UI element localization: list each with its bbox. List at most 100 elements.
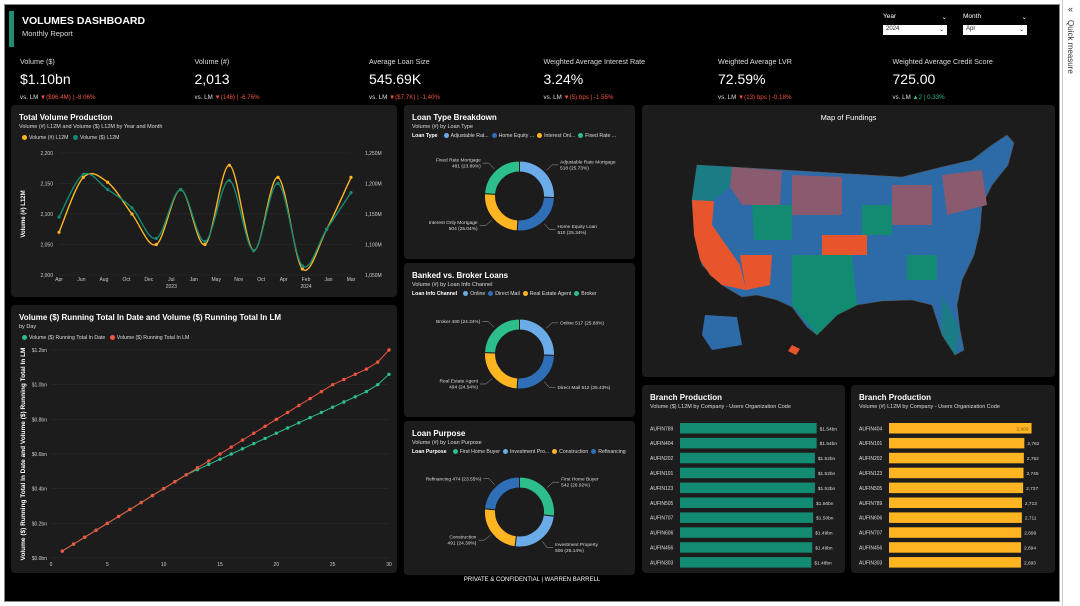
legend-item[interactable]: Volume ($) Running Total In Date bbox=[29, 335, 106, 341]
legend-swatch bbox=[463, 291, 469, 296]
kpi-delta: ▼($7.7K) | -1.40% bbox=[388, 94, 441, 101]
month-filter[interactable]: Month ⌄ Apr ⌄ bbox=[963, 13, 1027, 35]
legend-swatch bbox=[591, 449, 597, 454]
y-tick-label: $0.6bn bbox=[32, 452, 48, 458]
kpi-delta: ▼(5) bps | -1.55% bbox=[563, 94, 614, 101]
bar-value-label: 2,745 bbox=[1027, 471, 1039, 477]
data-point bbox=[173, 480, 177, 484]
label-leader bbox=[546, 164, 559, 171]
kpi-vs-label: vs. LM bbox=[543, 94, 562, 101]
legend-item[interactable]: Investment Pro... bbox=[509, 449, 550, 455]
collapse-arrows-icon[interactable]: « bbox=[1068, 4, 1074, 14]
bar-value-label: $1.48bn bbox=[814, 560, 832, 566]
x-tick-label: 10 bbox=[161, 562, 167, 568]
bar bbox=[889, 482, 1024, 494]
legend-swatch bbox=[443, 133, 449, 138]
legend-item[interactable]: Adjustable Rat... bbox=[450, 133, 489, 139]
bar-value-label: 2,737 bbox=[1026, 486, 1038, 492]
year-select[interactable]: 2024 ⌄ bbox=[883, 25, 947, 35]
label-leader bbox=[482, 321, 495, 328]
banked-broker-panel: Banked vs. Broker Loans Volume (#) by Lo… bbox=[404, 263, 635, 417]
donut-slice bbox=[514, 514, 555, 548]
branch-dollar-panel: Branch Production Volume ($) L12M by Com… bbox=[642, 385, 845, 573]
month-select[interactable]: Apr ⌄ bbox=[963, 25, 1027, 35]
legend-item[interactable]: Home Equity ... bbox=[498, 133, 535, 139]
running-total-chart: $0.0bn $0.2bn $0.4bn $0.6bn $0.8bn $1.0bn $1.2… bbox=[20, 348, 392, 568]
bar bbox=[680, 452, 815, 464]
legend-item[interactable]: Volume (#) L12M bbox=[29, 135, 69, 141]
legend-title: Loan Purpose bbox=[412, 449, 447, 455]
kpi-value: 725.00 bbox=[892, 71, 936, 87]
legend-item[interactable]: Online bbox=[470, 291, 486, 297]
loan-purpose-donut: First Home Buyer 542 (26.92%) Investment P… bbox=[426, 476, 599, 554]
bar bbox=[680, 557, 812, 568]
bar-value-label: $1.54bn bbox=[820, 426, 838, 432]
series-line bbox=[58, 164, 352, 272]
slice-label: Construction 491 (24.39%) bbox=[448, 535, 477, 547]
data-point bbox=[330, 405, 335, 409]
slice-label: Home Equity Loan 510 (25.34%) bbox=[557, 224, 597, 236]
quick-measure-pane[interactable]: « Quick measure bbox=[1062, 0, 1080, 606]
kpi-delta-row: vs. LM ▼($96.4M) | -8.06% bbox=[20, 94, 190, 101]
x-tick-label: Nov bbox=[234, 277, 243, 283]
x-tick-label: Jan bbox=[325, 277, 333, 283]
legend-item[interactable]: Broker bbox=[581, 291, 597, 297]
data-point bbox=[285, 426, 290, 430]
branch-dollar-chart: AUFIN789 $1.54bn AUFIN404 $1.54bn AUFIN202 $1… bbox=[650, 423, 838, 568]
data-point bbox=[94, 528, 98, 532]
label-leader bbox=[479, 220, 492, 226]
data-point bbox=[252, 441, 256, 446]
panel-title: Loan Purpose bbox=[412, 429, 466, 438]
panel-subtitle: Volume (#) by Loan Type bbox=[412, 124, 474, 130]
x-tick-label: 30 bbox=[386, 562, 392, 568]
data-point bbox=[184, 473, 188, 477]
legend-item[interactable]: First Home Buyer bbox=[459, 449, 500, 455]
data-point bbox=[240, 438, 245, 442]
slice-label: Interest Only Mortgage 504 (25.04%) bbox=[429, 220, 478, 232]
panel-title: Branch Production bbox=[650, 393, 723, 402]
data-point bbox=[387, 348, 391, 352]
chart-legend: Loan Purpose First Home Buyer Investment P… bbox=[412, 449, 626, 455]
legend-swatch bbox=[578, 133, 584, 138]
data-point bbox=[263, 424, 267, 428]
bar-value-label: $1.54bn bbox=[820, 441, 838, 447]
bar-category-label: AUFIN456 bbox=[859, 545, 883, 551]
panel-title: Volume ($) Running Total In Date and Vol… bbox=[19, 313, 282, 322]
bar bbox=[889, 437, 1025, 449]
legend-item[interactable]: Direct Mail bbox=[495, 291, 520, 297]
y-tick-label: $0.2bn bbox=[32, 521, 48, 527]
map-region-rockies bbox=[752, 205, 792, 240]
panel-subtitle: Volume ($) L12M by Company - Users Organ… bbox=[650, 404, 791, 410]
legend-item[interactable]: Real Estate Agent bbox=[529, 291, 572, 297]
bar-value-label: $1.52bn bbox=[818, 471, 836, 477]
bar bbox=[680, 527, 813, 538]
legend-item[interactable]: Fixed Rate ... bbox=[585, 133, 617, 139]
legend-item[interactable]: Construction bbox=[559, 449, 589, 455]
legend-item[interactable]: Volume ($) Running Total In LM bbox=[116, 335, 190, 341]
data-point bbox=[116, 514, 121, 519]
donut-slice bbox=[484, 318, 520, 354]
y-tick-label: $0.8bn bbox=[32, 417, 48, 423]
data-point bbox=[308, 415, 312, 420]
slice-label-line: Investment Property bbox=[555, 542, 599, 548]
bar bbox=[680, 482, 815, 494]
slice-label-line: Fixed Rate Mortgage bbox=[436, 158, 481, 164]
bar-category-label: AUFIN303 bbox=[859, 560, 883, 566]
data-point bbox=[106, 188, 110, 192]
map-region-plains-north bbox=[792, 175, 842, 215]
bar-category-label: AUFIN101 bbox=[859, 441, 883, 447]
chevron-down-icon: ⌄ bbox=[941, 14, 947, 21]
data-point bbox=[229, 445, 233, 449]
year-filter[interactable]: Year ⌄ 2024 ⌄ bbox=[883, 13, 947, 35]
legend-item[interactable]: Refinancing bbox=[598, 449, 626, 455]
slice-label-line: 504 (25.04%) bbox=[449, 226, 478, 232]
kpi-title: Weighted Average LVR bbox=[718, 57, 792, 66]
panel-title: Total Volume Production bbox=[19, 113, 113, 122]
quick-measure-label: Quick measure bbox=[1066, 20, 1075, 74]
legend-item[interactable]: Volume ($) L12M bbox=[79, 135, 120, 141]
us-fundings-map[interactable] bbox=[642, 105, 1055, 377]
map-region-southwest bbox=[740, 255, 772, 290]
legend-item[interactable]: Interest Onl... bbox=[544, 133, 576, 139]
kpi-value: 3.24% bbox=[543, 71, 584, 87]
bar-value-label: 2,762 bbox=[1027, 441, 1039, 447]
